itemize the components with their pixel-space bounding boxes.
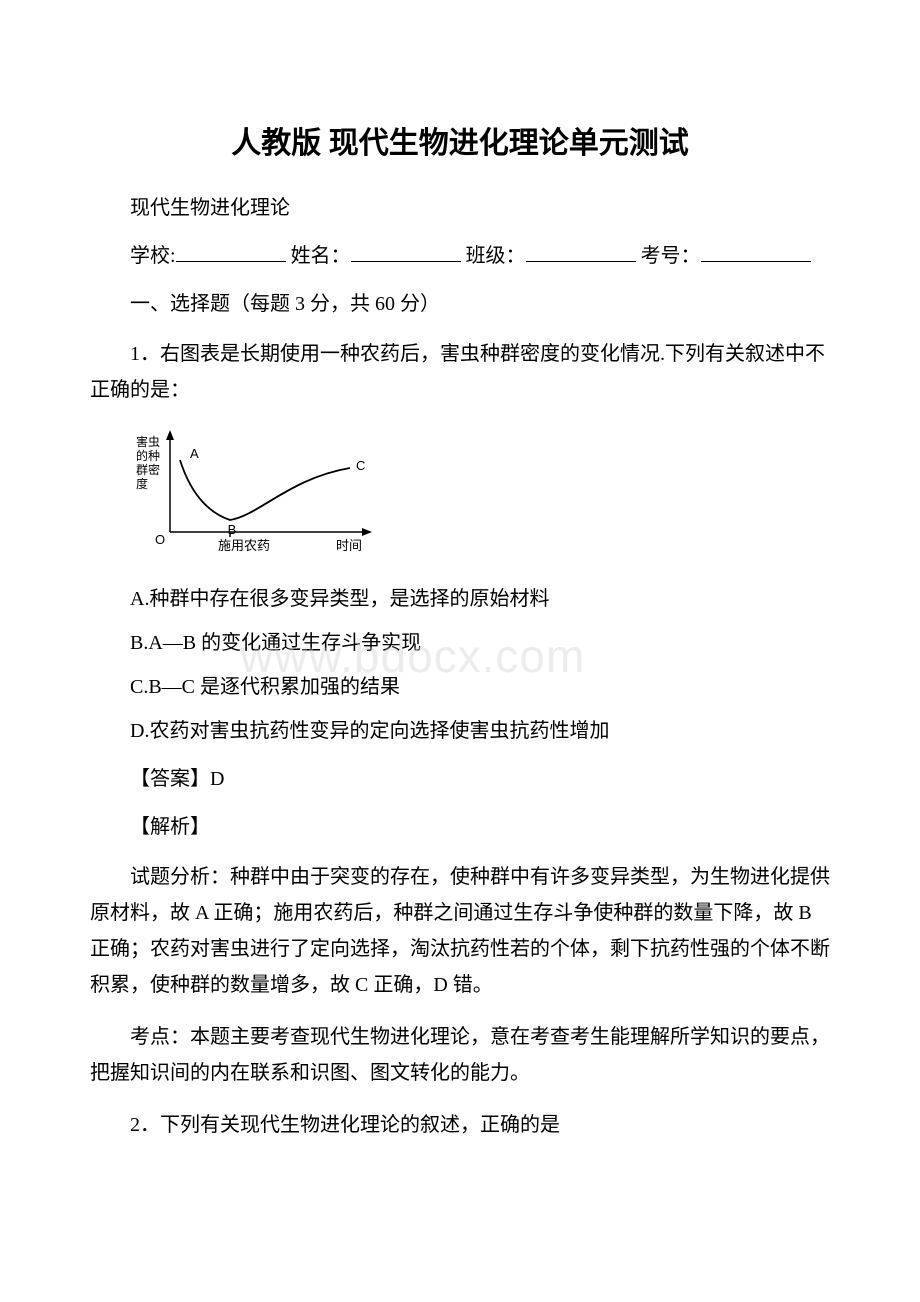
section-1-heading: 一、选择题（每题 3 分，共 60 分）	[90, 288, 830, 320]
q1-stem: 1．右图表是长期使用一种农药后，害虫种群密度的变化情况.下列有关叙述中不正确的是…	[90, 336, 830, 408]
exam-label: 考号：	[641, 245, 701, 267]
page-title: 人教版 现代生物进化理论单元测试	[90, 120, 830, 168]
q1-option-a: A.种群中存在很多变异类型，是选择的原始材料	[90, 583, 830, 615]
class-blank	[526, 242, 636, 262]
q1-answer: 【答案】D	[90, 763, 830, 795]
q1-options: A.种群中存在很多变异类型，是选择的原始材料 B.A—B 的变化通过生存斗争实现…	[90, 583, 830, 747]
svg-text:害虫: 害虫	[136, 434, 160, 449]
school-label: 学校:	[130, 245, 176, 267]
q1-option-c: C.B—C 是逐代积累加强的结果	[90, 671, 830, 703]
svg-text:C: C	[356, 458, 365, 473]
q1-option-d: D.农药对害虫抗药性变异的定向选择使害虫抗药性增加	[90, 715, 830, 747]
svg-text:A: A	[190, 446, 199, 461]
svg-text:时间: 时间	[336, 538, 362, 553]
q1-analysis-label: 【解析】	[90, 811, 830, 843]
student-fields: 学校: 姓名： 班级： 考号：	[90, 240, 830, 272]
exam-blank	[701, 242, 811, 262]
svg-text:施用农药: 施用农药	[218, 538, 270, 553]
svg-text:度: 度	[136, 476, 148, 491]
svg-text:的种: 的种	[136, 448, 160, 463]
q1-diagram: O 害虫的种群密度 A B C 施用农药 时间	[122, 424, 830, 563]
name-label: 姓名：	[291, 245, 351, 267]
q1-option-b: B.A—B 的变化通过生存斗争实现	[90, 627, 830, 659]
name-blank	[351, 242, 461, 262]
q1-kaodian: 考点：本题主要考查现代生物进化理论，意在考查考生能理解所学知识的要点，把握知识间…	[90, 1019, 830, 1091]
school-blank	[176, 242, 286, 262]
q1-analysis-body: 试题分析：种群中由于突变的存在，使种群中有许多变异类型，为生物进化提供原材料，故…	[90, 859, 830, 1003]
subtitle: 现代生物进化理论	[90, 192, 830, 224]
class-label: 班级：	[466, 245, 526, 267]
svg-text:群密: 群密	[136, 462, 160, 477]
svg-text:O: O	[155, 532, 165, 547]
q2-stem: 2．下列有关现代生物进化理论的叙述，正确的是	[90, 1107, 830, 1143]
svg-text:B: B	[228, 522, 237, 537]
